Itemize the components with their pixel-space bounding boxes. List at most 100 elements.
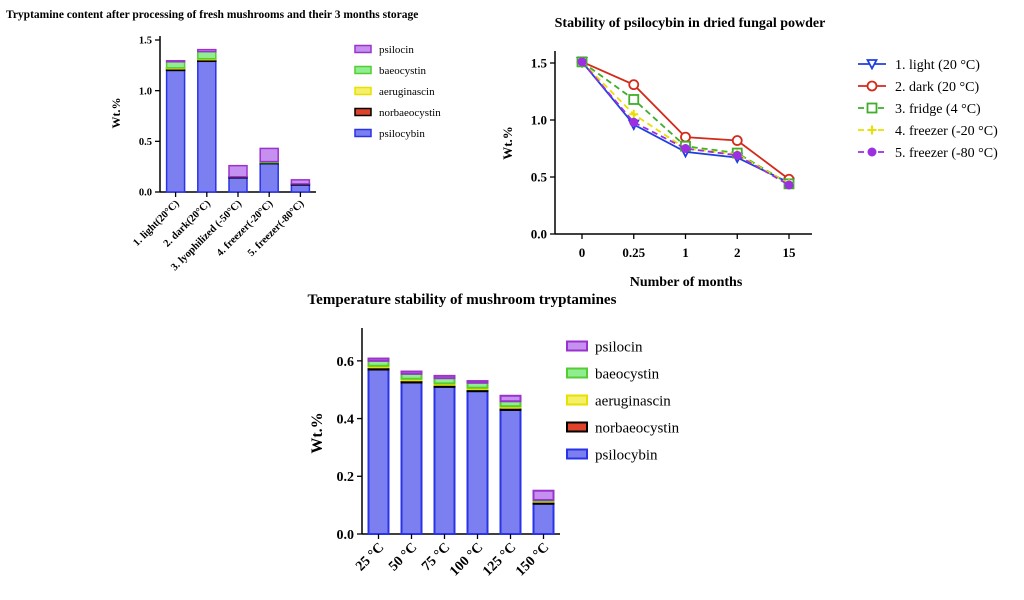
y-tick-label: 0.4: [337, 412, 355, 427]
chart-psilocybin-stability: Stability of psilocybin in dried fungal …: [500, 16, 998, 290]
legend-label: baeocystin: [379, 65, 427, 77]
legend-label: psilocin: [595, 339, 643, 355]
legend-label: psilocybin: [379, 128, 425, 140]
bar-segment-psilocybin: [197, 60, 217, 193]
x-tick-label: 0: [579, 245, 586, 260]
chart3-title: Temperature stability of mushroom trypta…: [308, 292, 617, 308]
series-line-1: [581, 61, 790, 184]
legend-swatch-psilocybin: [566, 448, 588, 460]
bar-segment-psilocybin: [367, 368, 390, 535]
bar-segment-psilocin: [466, 380, 489, 384]
chart2-ylabel: Wt.%: [500, 126, 515, 160]
bar-segment-psilocin: [228, 164, 248, 178]
x-tick-label: 2: [734, 245, 741, 260]
legend-marker-3: [866, 102, 878, 114]
legend-label: norbaeocystin: [595, 420, 680, 436]
legend-label: aeruginascin: [379, 86, 435, 98]
legend-label: baeocystin: [595, 366, 660, 382]
y-tick-label: 0.6: [337, 355, 355, 370]
legend-swatch-baeocystin: [566, 367, 588, 379]
bar-segment-psilocin: [433, 374, 456, 380]
chart-temperature-stability: Temperature stability of mushroom trypta…: [308, 292, 680, 579]
legend-label: 3. fridge (4 °C): [895, 102, 981, 117]
y-tick-label: 0.0: [139, 188, 152, 199]
data-point-2: [680, 131, 691, 143]
chart2-xlabel: Number of months: [630, 275, 743, 290]
legend-swatch-psilocybin: [354, 128, 372, 138]
legend-marker-5: [867, 147, 877, 157]
y-tick-label: 1.5: [531, 56, 548, 71]
bar-segment-psilocin: [259, 147, 279, 163]
x-tick-label: 150 °C: [513, 540, 552, 579]
legend-label: aeruginascin: [595, 393, 671, 409]
bar-segment-psilocin: [532, 489, 555, 501]
x-tick-label: 4. freezer(-20°C): [215, 198, 276, 259]
bar-segment-psilocin: [367, 357, 390, 362]
legend-marker-2: [866, 80, 878, 92]
legend-label: psilocybin: [595, 447, 658, 463]
x-tick-label: 5. freezer(-80°C): [246, 198, 307, 259]
legend-marker-1: [866, 59, 878, 71]
bar-segment-psilocybin: [532, 502, 555, 536]
legend-swatch-aeruginascin: [354, 86, 372, 96]
series-line-5: [581, 61, 790, 186]
legend-swatch-aeruginascin: [566, 394, 588, 406]
chart-tryptamine-storage: Tryptamine content after processing of f…: [6, 9, 441, 273]
data-point-5: [784, 180, 794, 190]
bar-segment-baeocystin: [165, 61, 186, 69]
bar-segment-psilocybin: [433, 385, 456, 536]
bar-segment-psilocybin: [400, 381, 423, 535]
y-tick-label: 0.5: [139, 137, 152, 148]
bar-segment-psilocybin: [290, 184, 311, 193]
legend-swatch-psilocin: [566, 340, 588, 352]
x-tick-label: 100 °C: [447, 540, 486, 579]
legend-swatch-baeocystin: [354, 65, 372, 75]
bar-segment-psilocybin: [165, 69, 186, 193]
x-tick-label: 25 °C: [353, 540, 387, 574]
series-line-2: [581, 61, 790, 181]
legend-label: 5. freezer (-80 °C): [895, 146, 998, 161]
legend-label: psilocin: [379, 44, 414, 56]
legend-swatch-norbaeocystin: [566, 421, 588, 433]
x-tick-label: 1: [682, 245, 689, 260]
chart2-title: Stability of psilocybin in dried fungal …: [555, 16, 826, 31]
data-point-4: [629, 109, 639, 119]
data-point-5: [577, 57, 587, 67]
x-tick-label: 0.25: [622, 245, 645, 260]
bar-segment-psilocybin: [499, 408, 522, 535]
x-tick-label: 15: [783, 245, 797, 260]
x-tick-label: 125 °C: [480, 540, 519, 579]
bar-segment-psilocin: [499, 394, 522, 403]
chart3-ylabel: Wt.%: [309, 412, 326, 453]
x-tick-label: 50 °C: [386, 540, 420, 574]
bar-segment-psilocin: [165, 60, 186, 63]
data-point-5: [732, 150, 742, 160]
legend-label: 2. dark (20 °C): [895, 80, 979, 95]
bar-segment-psilocybin: [466, 390, 489, 535]
chart1-ylabel: Wt.%: [109, 98, 123, 129]
y-tick-label: 0.0: [531, 227, 547, 242]
bar-segment-psilocin: [197, 48, 217, 53]
legend-label: 4. freezer (-20 °C): [895, 124, 998, 139]
y-tick-label: 1.0: [139, 86, 152, 97]
data-point-3: [628, 94, 640, 105]
data-point-2: [628, 79, 640, 91]
chart1-title: Tryptamine content after processing of f…: [6, 9, 418, 21]
legend-label: 1. light (20 °C): [895, 58, 980, 73]
y-tick-label: 1.0: [531, 113, 547, 128]
data-point-5: [629, 117, 639, 127]
y-tick-label: 0.2: [337, 470, 355, 485]
bar-segment-psilocybin: [228, 177, 248, 193]
legend-label: norbaeocystin: [379, 107, 441, 119]
y-tick-label: 1.5: [139, 36, 152, 47]
bar-segment-psilocin: [290, 179, 311, 185]
bar-segment-psilocybin: [259, 162, 279, 193]
y-tick-label: 0.0: [337, 528, 355, 543]
legend-swatch-norbaeocystin: [354, 107, 372, 117]
data-point-5: [681, 144, 690, 153]
bar-segment-psilocin: [400, 370, 423, 375]
legend-swatch-psilocin: [354, 44, 372, 54]
series-line-4: [581, 61, 790, 185]
data-point-2: [731, 135, 743, 146]
